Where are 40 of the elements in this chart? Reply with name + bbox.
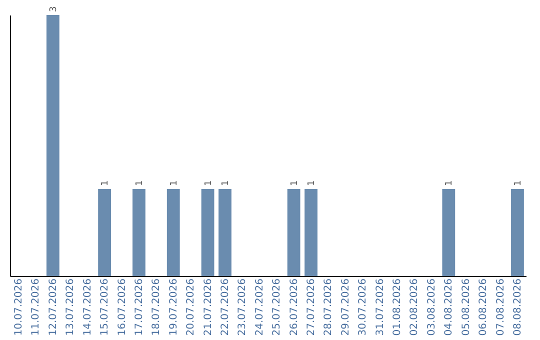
data-label: 1 (134, 180, 145, 186)
x-tick-label: 30.07.2026 (358, 278, 369, 336)
x-tick-label: 19.07.2026 (168, 278, 180, 336)
x-tick-label: 17.07.2026 (134, 278, 145, 336)
x-tick-label: 10.07.2026 (14, 278, 25, 336)
x-tick-label: 02.08.2026 (409, 278, 420, 336)
data-label: 1 (444, 180, 455, 186)
x-tick-label: 03.08.2026 (426, 278, 438, 336)
x-tick-label: 20.07.2026 (186, 278, 197, 336)
x-tick-label: 25.07.2026 (272, 278, 283, 336)
data-label: 3 (48, 6, 59, 12)
x-tick-label: 23.07.2026 (237, 278, 248, 336)
data-label: 1 (513, 180, 524, 186)
x-tick-label: 07.08.2026 (495, 278, 506, 336)
x-tick-label: 15.07.2026 (100, 278, 111, 336)
x-tick-label: 16.07.2026 (116, 278, 128, 336)
data-label: 1 (290, 180, 300, 186)
x-tick-label: 18.07.2026 (151, 278, 162, 336)
data-label: 1 (204, 180, 214, 186)
data-label: 1 (220, 180, 231, 186)
x-tick-label: 22.07.2026 (220, 278, 231, 336)
x-tick-label: 28.07.2026 (323, 278, 334, 336)
data-label: 1 (169, 180, 180, 186)
x-tick-label: 11.07.2026 (30, 278, 42, 336)
x-tick-label: 21.07.2026 (202, 278, 214, 336)
x-tick-label: 31.07.2026 (374, 278, 386, 336)
x-tick-label: 12.07.2026 (48, 278, 59, 336)
x-tick-label: 04.08.2026 (444, 278, 455, 336)
x-tick-label: 26.07.2026 (288, 278, 300, 336)
data-label: 1 (100, 180, 111, 186)
x-tick-label: 14.07.2026 (82, 278, 94, 336)
x-tick-label: 13.07.2026 (65, 278, 76, 336)
x-tick-label: 06.08.2026 (478, 278, 490, 336)
x-tick-label: 05.08.2026 (460, 278, 472, 336)
x-tick-label: 29.07.2026 (340, 278, 352, 336)
data-label: 1 (307, 180, 318, 186)
x-tick-label: 01.08.2026 (392, 278, 404, 336)
x-tick-label: 27.07.2026 (306, 278, 318, 336)
x-tick-label: 24.07.2026 (254, 278, 266, 336)
x-tick-label: 08.08.2026 (512, 278, 524, 336)
